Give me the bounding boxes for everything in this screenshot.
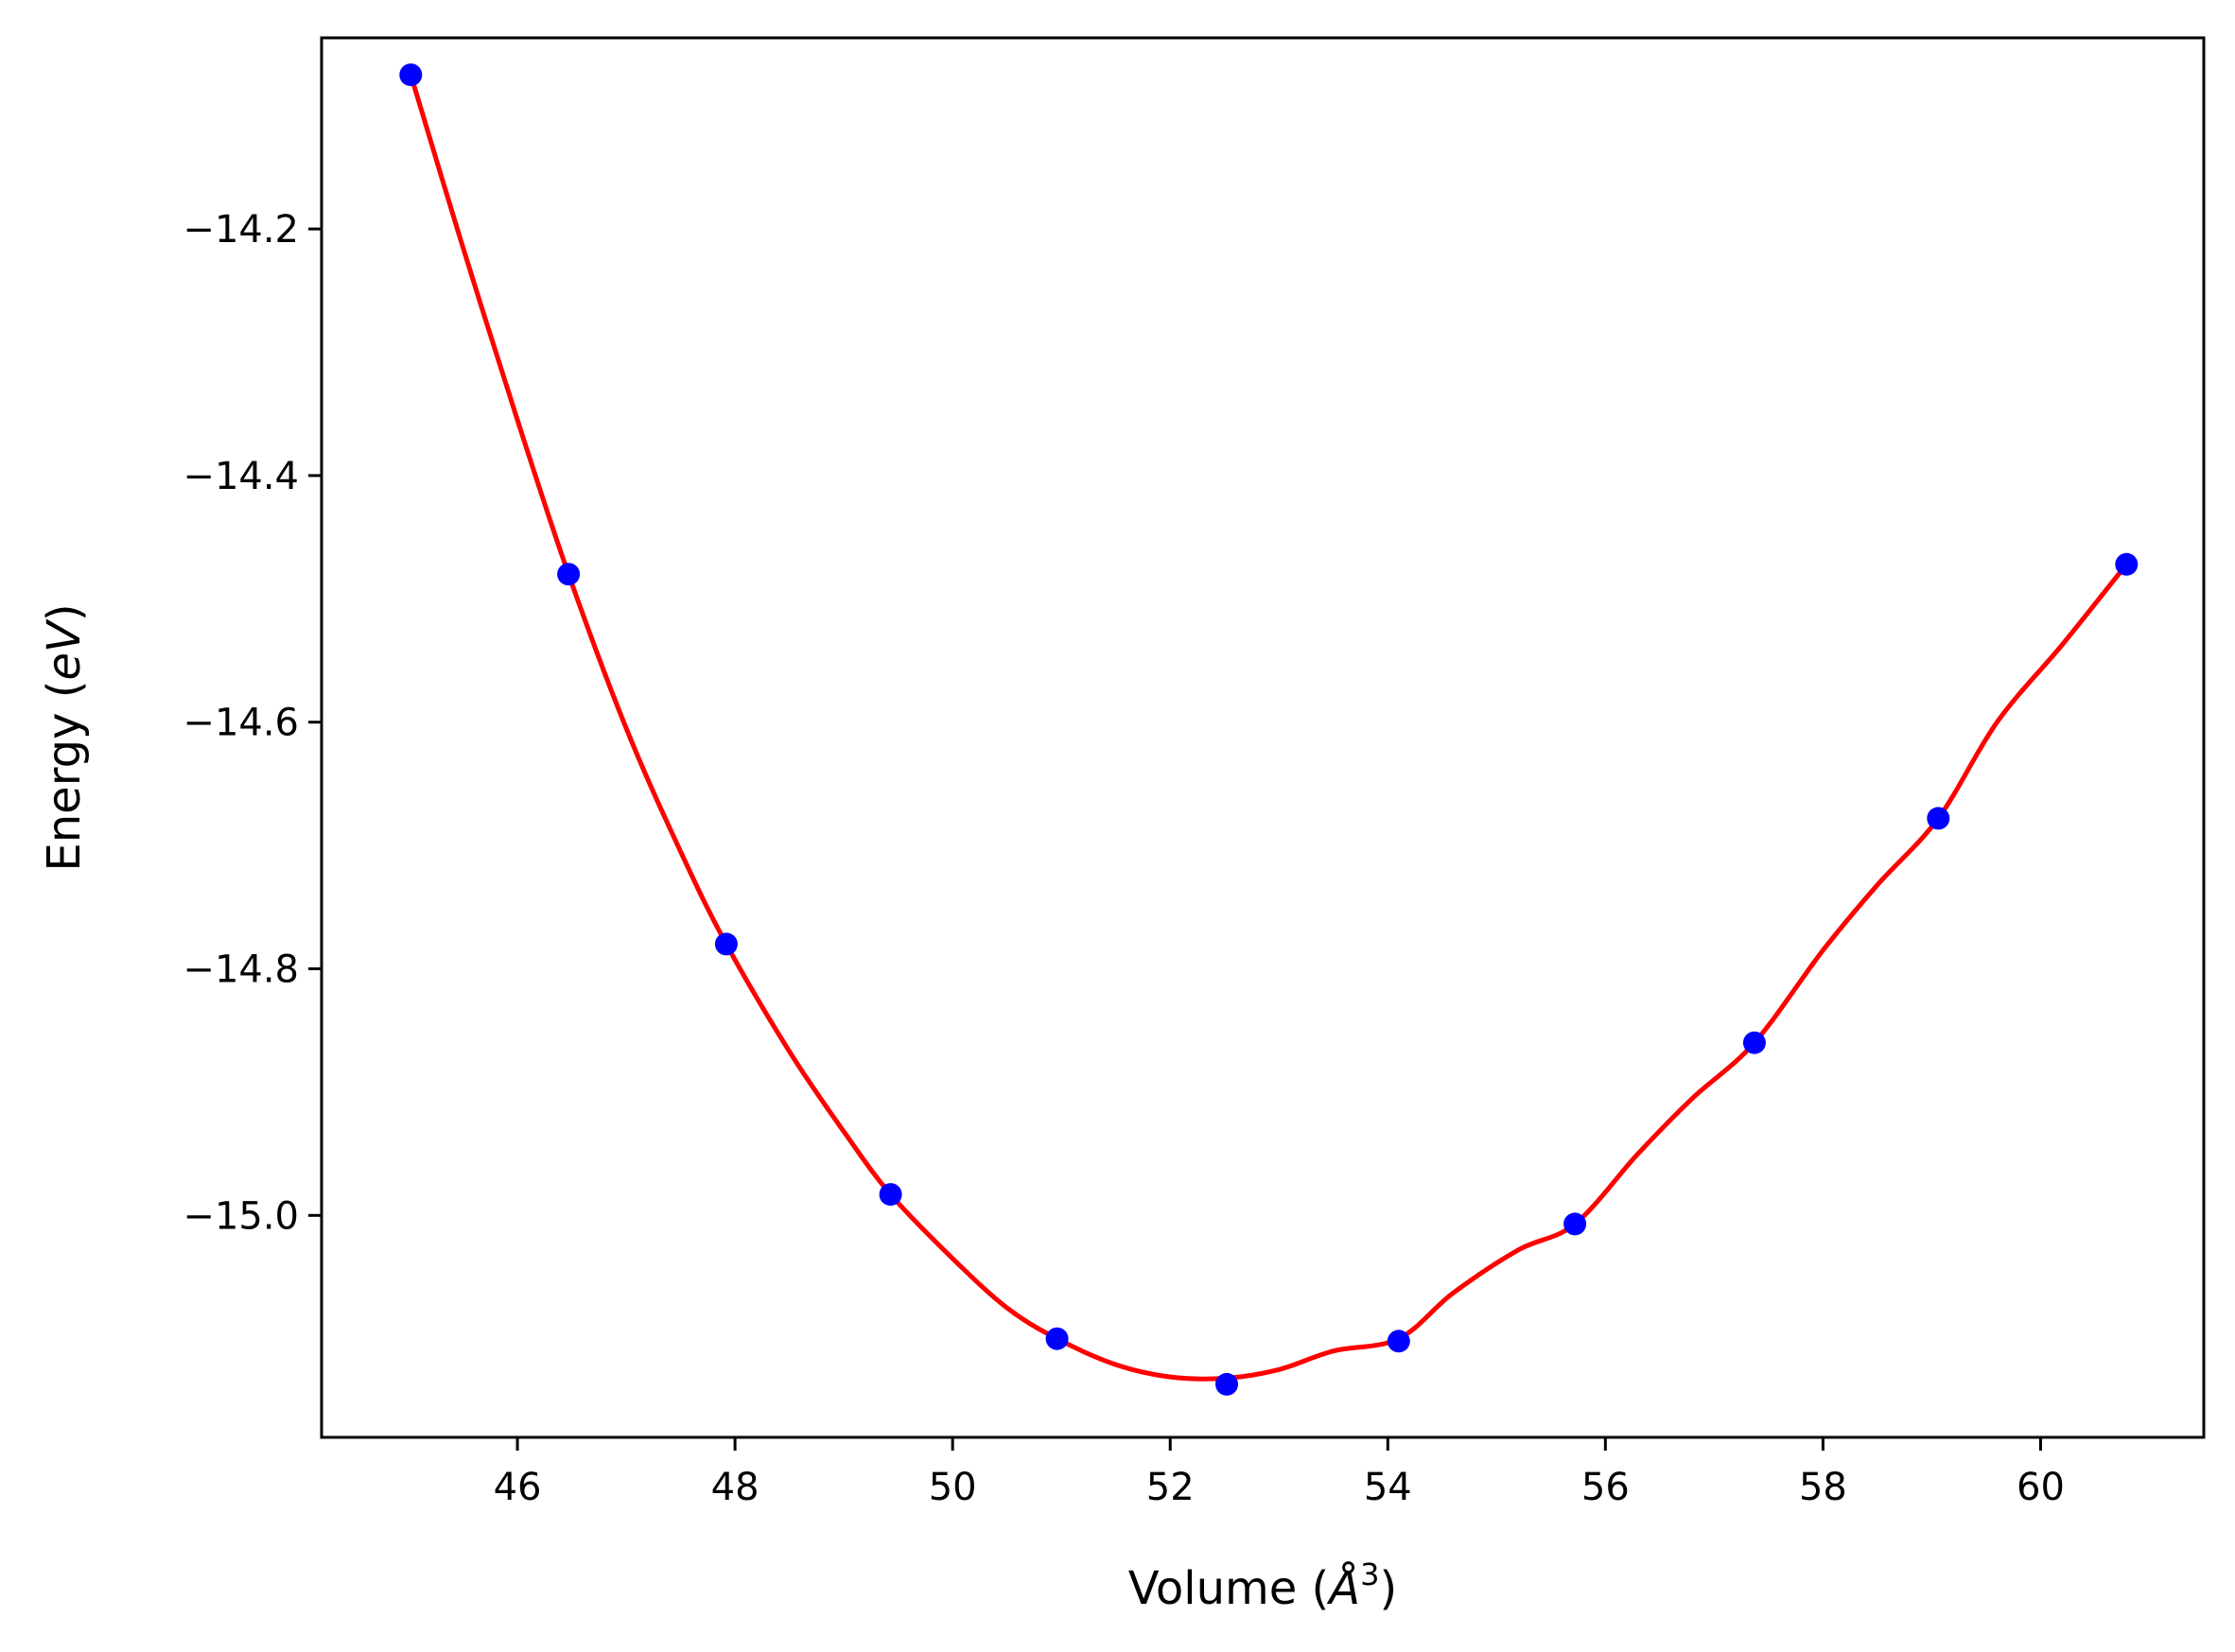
y-tick-label: −14.6 [183,702,299,745]
x-tick-label: 46 [494,1466,542,1509]
data-point [1215,1372,1238,1396]
y-axis-label: Energy (eV) [38,603,91,871]
plot-layer [399,63,2139,1396]
x-axis-ticks: 46 48 50 52 54 56 58 60 [494,1437,2065,1509]
x-axis-label: Volume (Å3) [1128,1556,1397,1615]
x-tick-label: 56 [1581,1466,1630,1509]
fit-curve [408,74,2129,1382]
x-axis-label-exponent: 3 [1360,1556,1379,1592]
y-tick-label: −14.4 [183,455,299,498]
x-axis-label-text: Volume ( [1128,1562,1330,1615]
y-tick-label: −15.0 [183,1194,299,1238]
x-tick-label: 54 [1364,1466,1412,1509]
x-tick-label: 58 [1799,1466,1847,1509]
y-axis-label-text: Energy ( [38,681,91,872]
data-point [399,63,423,87]
y-axis-ticks: −14.2 −14.4 −14.6 −14.8 −15.0 [183,208,322,1238]
x-tick-label: 50 [929,1466,977,1509]
data-point [714,932,738,956]
y-axis-label-unit: eV [38,618,91,681]
x-axis-label-unit: Å [1326,1561,1360,1615]
x-tick-label: 48 [711,1466,760,1509]
x-axis-label-close: ) [1379,1562,1397,1615]
data-point [1563,1212,1587,1236]
y-tick-label: −14.8 [183,948,299,991]
data-point [1927,807,1950,830]
axes-frame [320,36,2206,1439]
x-tick-label: 52 [1146,1466,1195,1509]
x-tick-label: 60 [2017,1466,2065,1509]
data-point [1387,1330,1410,1353]
y-axis-label-close: ) [38,603,91,621]
y-tick-label: −14.2 [183,208,299,252]
data-point [1045,1327,1069,1350]
data-point [879,1183,902,1207]
data-point [557,563,581,586]
data-point [2115,552,2139,576]
data-point [1742,1031,1766,1054]
